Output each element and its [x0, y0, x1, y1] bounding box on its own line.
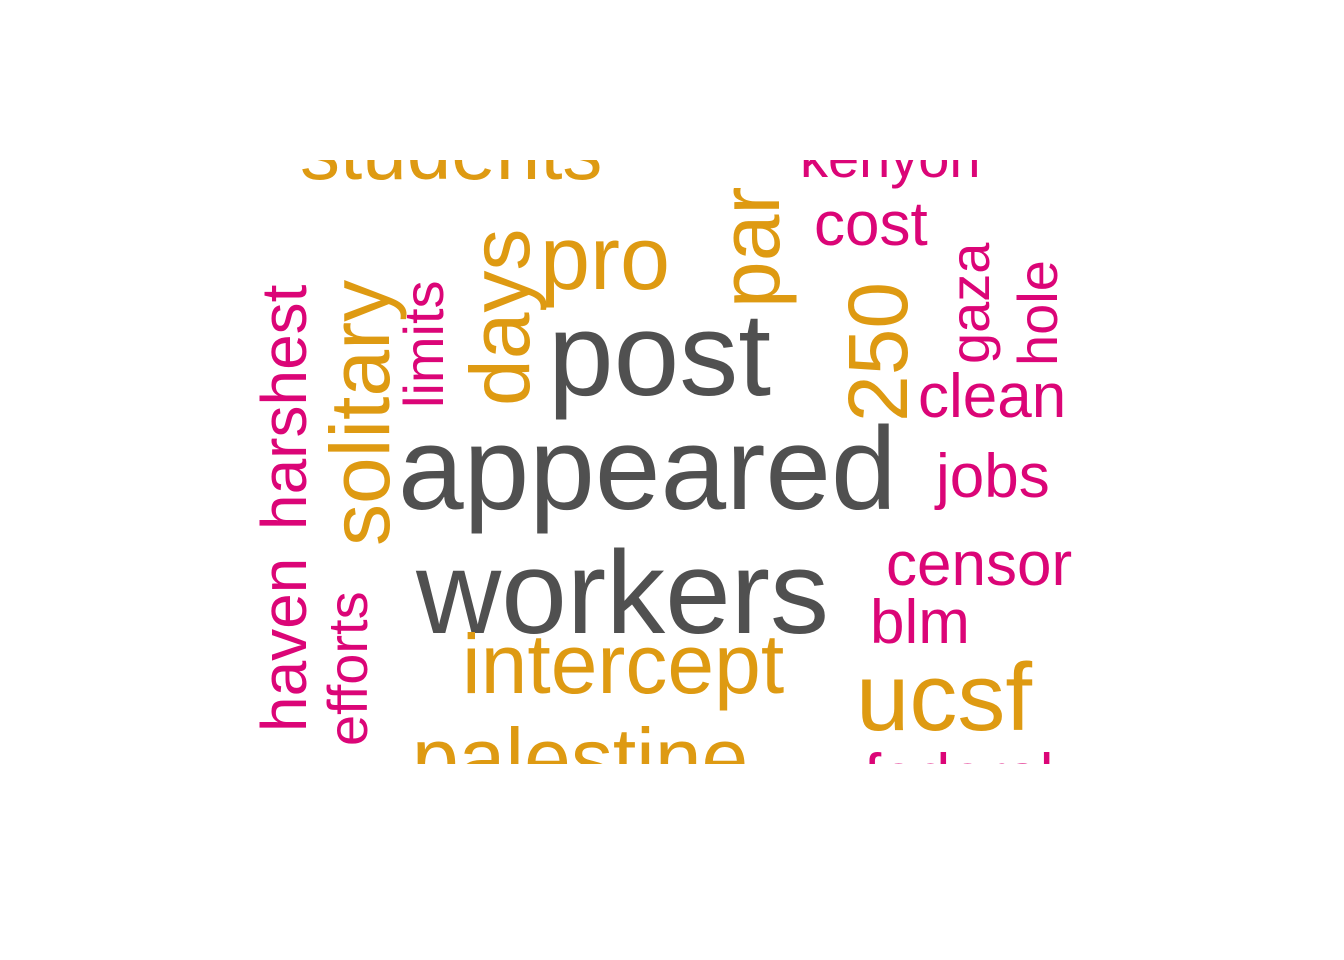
- word-post: post: [548, 289, 772, 421]
- word-students: students: [300, 160, 602, 192]
- word-kenyon: kenyon: [800, 160, 981, 186]
- word-pro: pro: [540, 209, 671, 309]
- word-blm: blm: [870, 588, 970, 657]
- word-palestine: palestine: [412, 711, 749, 764]
- word-intercept: intercept: [462, 617, 785, 711]
- word-appeared: appeared: [398, 403, 897, 535]
- word-cloud-area: students kenyon par cost gaza hole pro d…: [240, 160, 1120, 764]
- word-hole: hole: [1006, 260, 1069, 366]
- word-ucsf: ucsf: [856, 644, 1033, 751]
- word-solitary: solitary: [313, 279, 407, 546]
- word-days: days: [453, 228, 547, 406]
- word-federal: federal: [864, 746, 1054, 765]
- word-efforts: efforts: [316, 591, 379, 746]
- word-workers: workers: [416, 527, 830, 659]
- word-jobs: jobs: [936, 442, 1050, 511]
- word-harshest: harshest: [248, 284, 320, 530]
- word-250: 250: [831, 281, 925, 422]
- word-censor: censor: [886, 530, 1073, 599]
- word-gaza: gaza: [938, 242, 1001, 364]
- word-cost: cost: [814, 190, 928, 259]
- word-clean: clean: [918, 362, 1067, 431]
- word-haven: haven: [248, 557, 320, 732]
